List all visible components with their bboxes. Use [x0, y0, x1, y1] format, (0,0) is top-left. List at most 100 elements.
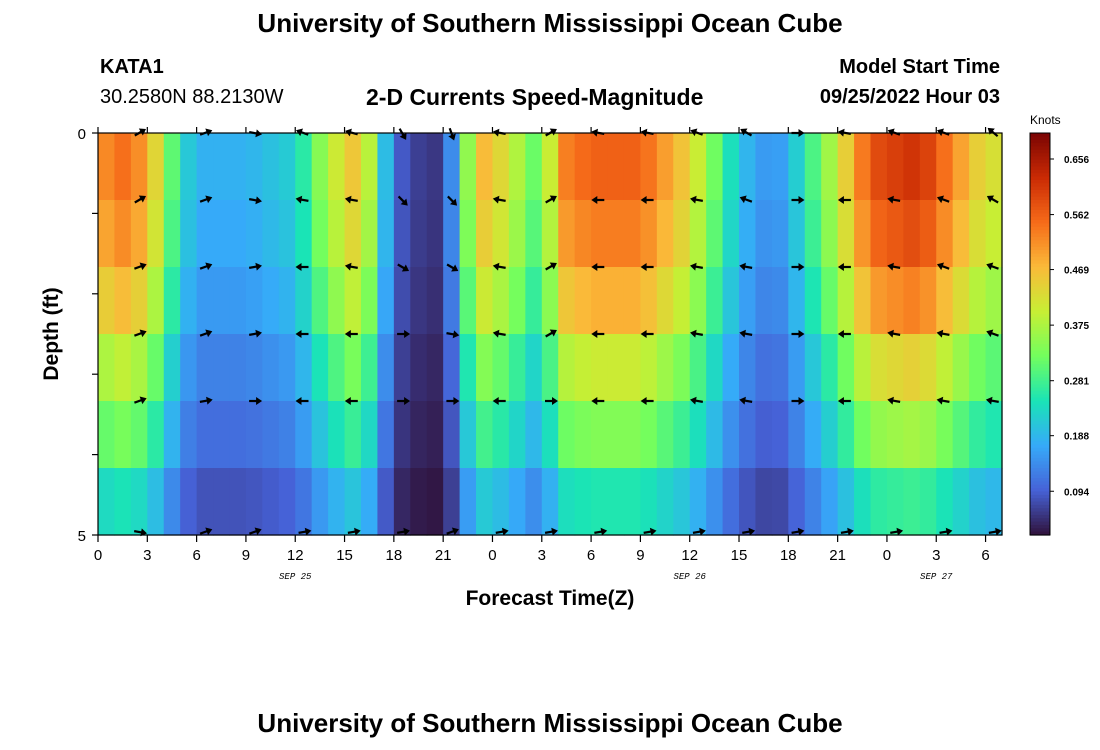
heatmap-cell: [377, 133, 395, 201]
page-title: University of Southern Mississippi Ocean…: [257, 8, 843, 38]
colorbar-segment: [1030, 481, 1050, 486]
heatmap-cell: [788, 133, 806, 201]
colorbar-segment: [1030, 163, 1050, 168]
heatmap-cell: [196, 401, 214, 469]
heatmap-cell: [426, 401, 444, 469]
colorbar-segment: [1030, 220, 1050, 225]
heatmap-cell: [952, 334, 970, 402]
heatmap-cell: [591, 200, 609, 268]
colorbar-segment: [1030, 236, 1050, 241]
heatmap-cell: [213, 401, 231, 469]
heatmap-cell: [262, 200, 280, 268]
heatmap-cell: [163, 468, 181, 536]
current-arrow: [447, 195, 458, 206]
colorbar-segment: [1030, 246, 1050, 251]
heatmap-cell: [443, 401, 461, 469]
colorbar-segment: [1030, 323, 1050, 328]
heatmap-cell: [459, 133, 477, 201]
heatmap-cell: [689, 334, 707, 402]
heatmap-cell: [213, 334, 231, 402]
colorbar-segment: [1030, 528, 1050, 533]
heatmap-cell: [771, 200, 789, 268]
heatmap-cell: [262, 267, 280, 335]
colorbar-segment: [1030, 193, 1050, 198]
heatmap-cell: [196, 200, 214, 268]
current-arrow: [640, 397, 654, 405]
heatmap-cell: [443, 267, 461, 335]
current-arrow: [544, 527, 558, 536]
current-arrow: [739, 262, 753, 271]
colorbar-segment: [1030, 173, 1050, 178]
x-tick-label: 21: [435, 547, 452, 564]
current-arrow: [742, 527, 756, 536]
heatmap-cell: [788, 468, 806, 536]
colorbar-segment: [1030, 267, 1050, 271]
heatmap-cell: [673, 267, 691, 335]
heatmap-cell: [706, 334, 724, 402]
heatmap-cell: [607, 468, 625, 536]
heatmap-cell: [886, 200, 904, 268]
heatmap-cell: [903, 267, 921, 335]
heatmap-cell: [673, 200, 691, 268]
heatmap-cell: [377, 401, 395, 469]
current-arrow: [248, 196, 262, 205]
x-tick-label: 0: [883, 547, 891, 564]
current-arrow: [545, 397, 558, 405]
colorbar-segment: [1030, 468, 1050, 472]
colorbar-tick-label: 0.562: [1064, 211, 1089, 222]
colorbar-segment: [1030, 357, 1050, 362]
heatmap-cell: [180, 133, 198, 201]
current-vector-arrows: [133, 127, 1002, 537]
heatmap-cell: [262, 334, 280, 402]
heatmap-cell: [821, 401, 839, 469]
heatmap-cell: [886, 468, 904, 536]
heatmap-cell: [278, 267, 296, 335]
heatmap-cell: [673, 401, 691, 469]
current-arrow: [939, 527, 953, 536]
colorbar-segment: [1030, 401, 1050, 405]
colorbar-segment: [1030, 461, 1050, 466]
heatmap-cell: [870, 267, 888, 335]
colorbar-segment: [1030, 364, 1050, 369]
heatmap-cell: [821, 133, 839, 201]
x-tick-label: 6: [587, 547, 595, 564]
colorbar-tick-label: 0.656: [1064, 155, 1089, 166]
heatmap-cell: [98, 334, 116, 402]
heatmap-cell: [722, 468, 740, 536]
heatmap-cell: [213, 133, 231, 201]
current-arrow: [295, 263, 309, 271]
heatmap-cell: [229, 401, 247, 469]
heatmap-cell: [656, 334, 674, 402]
colorbar-segment: [1030, 297, 1050, 302]
current-arrow: [837, 330, 851, 338]
current-arrow: [545, 195, 557, 204]
heatmap-cell: [722, 267, 740, 335]
heatmap-cell: [739, 401, 757, 469]
heatmap-cell: [574, 267, 592, 335]
heatmap-cell: [952, 267, 970, 335]
current-arrow: [986, 329, 999, 338]
heatmap-cell: [607, 133, 625, 201]
heatmap-cell: [804, 133, 822, 201]
colorbar-segment: [1030, 169, 1050, 174]
heatmap-cell: [788, 334, 806, 402]
colorbar-segment: [1030, 344, 1050, 348]
heatmap-cell: [837, 334, 855, 402]
current-arrow: [545, 329, 557, 338]
current-arrow: [492, 195, 506, 204]
heatmap-cell: [328, 200, 346, 268]
heatmap-cell: [837, 468, 855, 536]
heatmap-cell: [114, 334, 132, 402]
heatmap-cell: [640, 200, 658, 268]
heatmap-cell: [689, 267, 707, 335]
heatmap-cell: [278, 200, 296, 268]
colorbar-segment: [1030, 256, 1050, 261]
colorbar-segment: [1030, 407, 1050, 412]
heatmap-cell: [706, 200, 724, 268]
x-tick-label: 12: [287, 547, 304, 564]
heatmap-cell: [558, 468, 576, 536]
heatmap-cell: [607, 200, 625, 268]
current-arrow: [936, 195, 950, 204]
heatmap-cell: [722, 200, 740, 268]
colorbar-segment: [1030, 340, 1050, 345]
